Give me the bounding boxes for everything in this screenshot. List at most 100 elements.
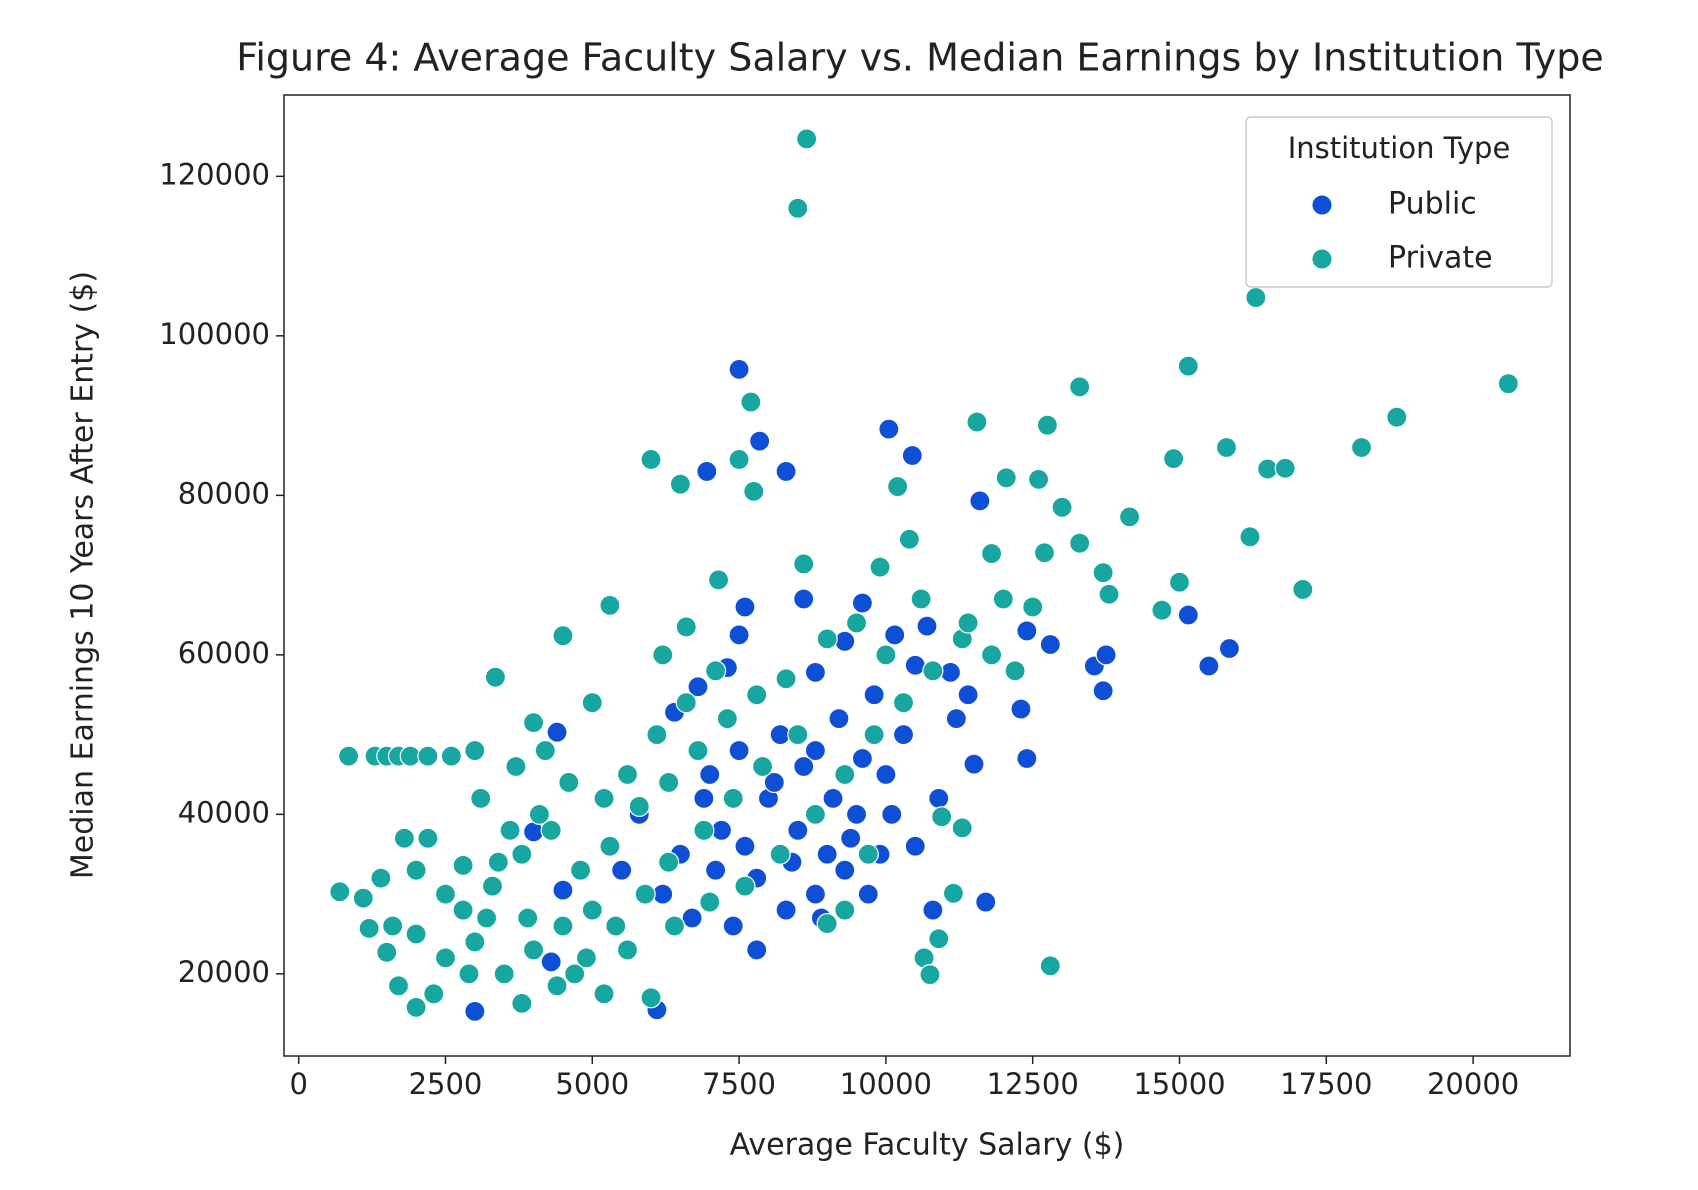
point — [928, 787, 950, 810]
point — [834, 630, 856, 652]
point — [669, 473, 691, 495]
point — [1163, 448, 1185, 470]
point — [851, 592, 874, 614]
point — [522, 712, 545, 734]
point — [1256, 458, 1279, 480]
point — [793, 755, 815, 778]
point — [464, 1000, 486, 1022]
point — [1292, 578, 1314, 601]
point — [928, 928, 950, 950]
point — [434, 947, 457, 969]
point — [922, 899, 944, 921]
point — [804, 803, 827, 825]
point — [707, 569, 730, 591]
point — [875, 763, 897, 786]
point — [370, 867, 392, 889]
point — [605, 915, 627, 937]
point — [393, 827, 415, 849]
point — [352, 887, 374, 909]
point — [963, 753, 985, 775]
x-tick-label: 2500 — [409, 1067, 483, 1101]
point — [904, 654, 926, 676]
point — [552, 915, 574, 937]
point — [875, 644, 897, 666]
point — [417, 745, 439, 767]
point — [452, 899, 474, 921]
point — [966, 411, 988, 433]
point — [1215, 436, 1238, 459]
point — [734, 875, 756, 897]
legend-marker — [1311, 248, 1333, 270]
point — [787, 724, 809, 746]
point — [775, 899, 797, 921]
point — [681, 907, 703, 929]
point — [816, 913, 838, 935]
point — [775, 460, 797, 483]
legend-label: Private — [1388, 241, 1493, 276]
point — [793, 553, 815, 575]
point — [975, 891, 997, 913]
point — [405, 859, 427, 881]
point — [417, 827, 439, 849]
point — [881, 803, 903, 825]
point — [863, 684, 885, 706]
point — [816, 628, 838, 650]
point — [658, 851, 680, 873]
point — [728, 739, 750, 762]
point — [440, 745, 462, 767]
point — [1168, 571, 1191, 593]
point — [434, 883, 457, 905]
x-tick-label: 17500 — [1280, 1067, 1372, 1101]
point — [387, 975, 410, 997]
point — [834, 763, 856, 786]
plot-frame — [283, 94, 1571, 1057]
point — [640, 987, 662, 1009]
point — [329, 881, 351, 903]
point — [558, 771, 580, 794]
point — [910, 588, 932, 610]
legend-label: Public — [1388, 187, 1477, 222]
point — [857, 843, 879, 865]
point — [652, 644, 674, 666]
point — [358, 917, 380, 939]
point — [916, 615, 938, 637]
point — [575, 947, 598, 969]
point — [863, 724, 885, 746]
point — [722, 787, 744, 810]
x-tick-label: 7500 — [702, 1067, 776, 1101]
chart-title: Figure 4: Average Faculty Salary vs. Med… — [236, 36, 1603, 80]
point — [405, 996, 427, 1018]
point — [957, 612, 979, 634]
y-tick-label: 80000 — [178, 476, 270, 510]
point — [687, 739, 709, 762]
point — [337, 745, 360, 767]
point — [728, 624, 750, 646]
point — [423, 983, 445, 1005]
point — [804, 883, 827, 905]
point — [1177, 355, 1199, 377]
point — [1092, 680, 1114, 702]
point — [640, 448, 662, 471]
point — [1095, 644, 1117, 666]
point — [1118, 506, 1141, 528]
y-tick-label: 20000 — [178, 955, 270, 989]
point — [458, 963, 480, 985]
point — [687, 676, 709, 698]
point — [980, 644, 1003, 666]
point — [869, 556, 891, 578]
point — [851, 747, 874, 770]
point — [464, 739, 486, 762]
point — [1245, 286, 1267, 309]
point — [546, 975, 568, 997]
point — [569, 859, 592, 881]
y-axis-label: Median Earnings 10 Years After Entry ($) — [66, 271, 101, 879]
point — [728, 448, 750, 471]
point — [1027, 468, 1050, 490]
point — [1039, 633, 1061, 656]
point — [484, 666, 506, 688]
x-tick-label: 12500 — [987, 1067, 1079, 1101]
y-tick-label: 40000 — [178, 795, 270, 829]
point — [464, 931, 486, 953]
